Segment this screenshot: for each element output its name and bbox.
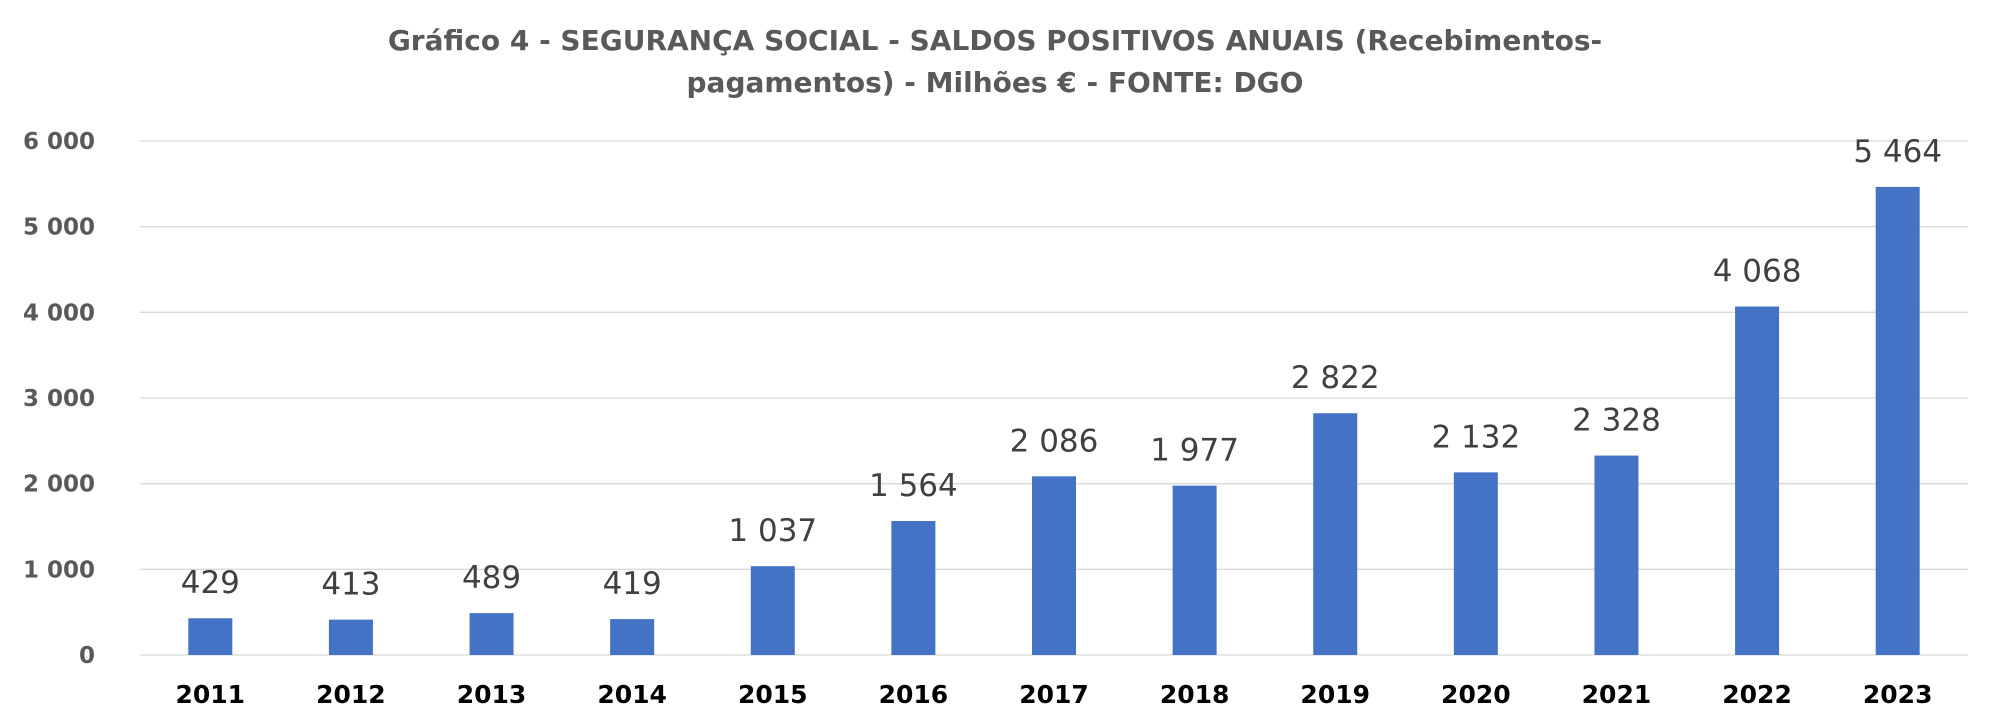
y-tick-label: 0 (79, 643, 95, 669)
bars (188, 186, 1920, 655)
y-tick-label: 3 000 (23, 386, 95, 412)
x-tick-label-2020: 2020 (1441, 680, 1511, 709)
data-label-2021: 2 328 (1572, 403, 1661, 439)
chart-title: Gráfico 4 - SEGURANÇA SOCIAL - SALDOS PO… (388, 24, 1602, 99)
bar-2015 (750, 566, 795, 655)
chart-title-line-2: pagamentos) - Milhões € - FONTE: DGO (687, 66, 1304, 99)
bar-2014 (610, 619, 655, 655)
x-tick-label-2013: 2013 (457, 680, 527, 709)
x-tick-label-2017: 2017 (1019, 680, 1089, 709)
bar-2021 (1594, 455, 1639, 655)
bar-2013 (469, 613, 514, 655)
data-label-2013: 489 (462, 560, 521, 596)
y-axis-tick-labels: 0 1 000 2 000 3 000 4 000 5 000 6 000 (23, 129, 95, 669)
y-tick-label: 6 000 (23, 129, 95, 155)
x-tick-label-2011: 2011 (176, 680, 246, 709)
bar-2017 (1032, 476, 1076, 655)
data-label-2022: 4 068 (1713, 254, 1802, 290)
data-label-2020: 2 132 (1431, 419, 1520, 455)
bar-2022 (1735, 306, 1780, 655)
bar-2016 (891, 521, 936, 655)
data-label-2017: 2 086 (1010, 423, 1099, 459)
bar-2011 (188, 618, 233, 655)
x-tick-label-2019: 2019 (1300, 680, 1370, 709)
data-label-2018: 1 977 (1150, 433, 1239, 469)
x-tick-label-2018: 2018 (1160, 680, 1230, 709)
y-tick-label: 1 000 (23, 557, 95, 583)
bar-2012 (328, 619, 373, 655)
x-axis-tick-labels: 2011 2012 2013 2014 2015 2016 2017 2018 2019 2020… (176, 680, 1933, 709)
x-tick-label-2023: 2023 (1863, 680, 1933, 709)
data-label-2014: 419 (603, 566, 662, 602)
data-label-2016: 1 564 (869, 468, 958, 504)
x-tick-label-2012: 2012 (316, 680, 386, 709)
data-label-2019: 2 822 (1291, 360, 1380, 396)
data-label-2012: 413 (321, 567, 380, 603)
y-tick-label: 2 000 (23, 472, 95, 498)
x-tick-label-2014: 2014 (597, 680, 667, 709)
data-label-2023: 5 464 (1853, 134, 1942, 170)
bar-2019 (1313, 413, 1358, 655)
x-tick-label-2022: 2022 (1722, 680, 1792, 709)
bar-2018 (1172, 485, 1217, 655)
y-tick-label: 4 000 (23, 300, 95, 326)
data-label-2011: 429 (181, 565, 240, 601)
chart-title-line-1: Gráfico 4 - SEGURANÇA SOCIAL - SALDOS PO… (388, 24, 1602, 57)
y-tick-label: 5 000 (23, 215, 95, 241)
data-labels: 429 413 489 419 1 037 1 564 2 086 1 977 2 822 2 1… (181, 134, 1942, 603)
x-tick-label-2015: 2015 (738, 680, 808, 709)
bar-2023 (1875, 186, 1920, 655)
bar-2020 (1453, 472, 1498, 655)
data-label-2015: 1 037 (728, 513, 817, 549)
x-tick-label-2021: 2021 (1582, 680, 1652, 709)
x-tick-label-2016: 2016 (879, 680, 949, 709)
